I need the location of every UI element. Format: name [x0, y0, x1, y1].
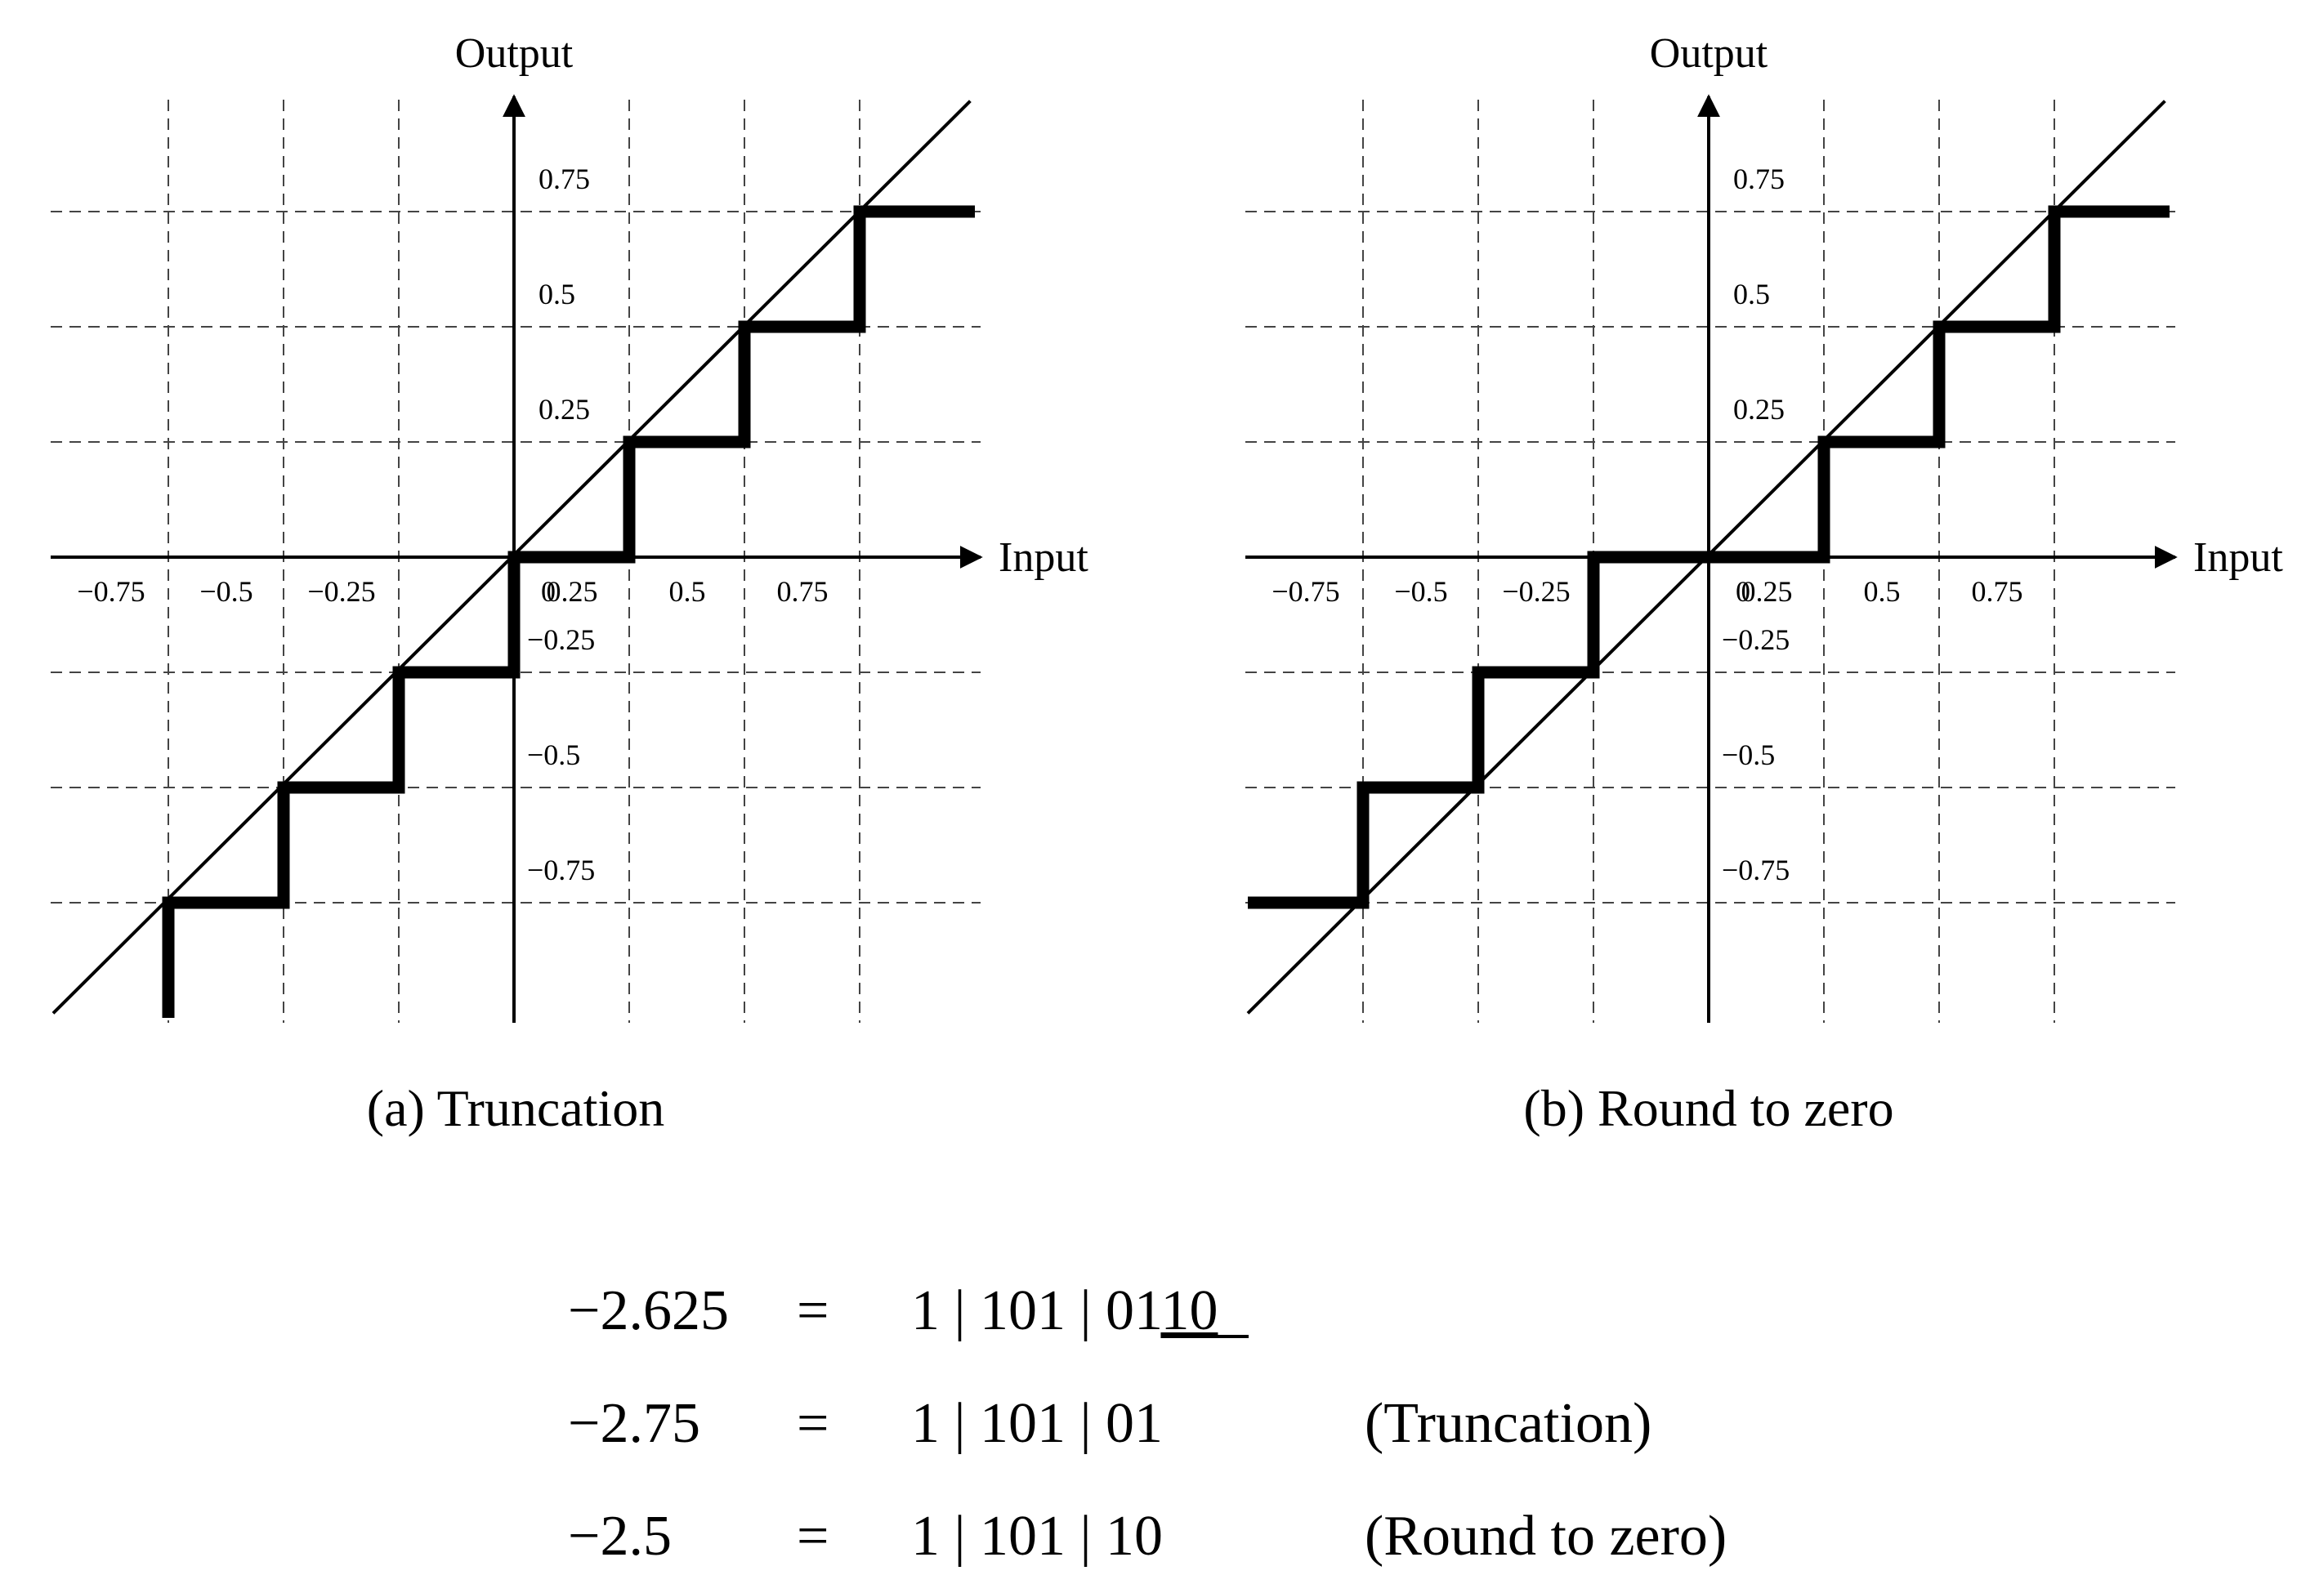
equation-1-rhs-underlined: 10: [1160, 1279, 1218, 1342]
equation-row-3: −2.5 = 1 | 101 | 10 (Round to zero): [568, 1505, 1727, 1568]
equation-3-note: (Round to zero): [1365, 1505, 1727, 1568]
y-tick-label: −0.25: [1722, 623, 1790, 656]
truncation-plot: −0.75 −0.5 −0.25 00.25 0.5 0.750.750.50.25−0.…: [51, 30, 1088, 1137]
round-to-zero-plot: −0.75 −0.5 −0.25 00.25 0.5 0.750.750.50.25−0.…: [1245, 30, 2283, 1137]
equation-1-rhs: 1 | 101 | 0110: [911, 1279, 1218, 1342]
equation-1-lhs: −2.625: [568, 1279, 729, 1342]
x-tick-label: 0.25: [1741, 575, 1793, 608]
y-tick-label: 0.5: [1733, 278, 1770, 310]
y-tick-label: −0.75: [527, 854, 595, 886]
x-tick-label: 0.5: [669, 575, 706, 608]
x-axis-label: Input: [2193, 534, 2283, 581]
x-tick-label: −0.5: [199, 575, 253, 608]
y-tick-label: 0.75: [1733, 163, 1785, 195]
equation-1-equals: =: [797, 1279, 829, 1342]
x-tick-label: −0.25: [307, 575, 375, 608]
equation-3-rhs: 1 | 101 | 10: [911, 1505, 1163, 1568]
x-tick-label: −0.75: [77, 575, 145, 608]
y-tick-label: −0.75: [1722, 854, 1790, 886]
equation-2-equals: =: [797, 1392, 829, 1455]
chart-caption: (a) Truncation: [367, 1079, 664, 1137]
y-tick-label: 0.25: [1733, 393, 1785, 426]
x-tick-label: 0.75: [1972, 575, 2023, 608]
y-tick-label: −0.5: [1722, 738, 1775, 771]
equation-2-lhs: −2.75: [568, 1392, 700, 1455]
y-tick-label: −0.25: [527, 623, 595, 656]
x-tick-label: 0.75: [777, 575, 829, 608]
y-tick-label: −0.5: [527, 738, 580, 771]
x-tick-label: −0.75: [1271, 575, 1339, 608]
equation-1-rhs-main: 1 | 101 | 01: [911, 1279, 1160, 1342]
x-tick-label: 0.25: [547, 575, 598, 608]
quantization-staircase: [1248, 205, 2170, 909]
y-tick-label: 0.25: [539, 393, 590, 426]
y-tick-label: 0.5: [539, 278, 575, 310]
quantization-staircase: [162, 205, 975, 1018]
x-axis-label: Input: [999, 534, 1088, 581]
y-axis-label: Output: [1650, 30, 1768, 77]
x-tick-label: −0.5: [1394, 575, 1447, 608]
equation-3-equals: =: [797, 1505, 829, 1568]
x-tick-label: 0: [541, 575, 556, 608]
equation-row-2: −2.75 = 1 | 101 | 01 (Truncation): [568, 1392, 1651, 1455]
x-tick-label: −0.25: [1502, 575, 1570, 608]
y-tick-label: 0.75: [539, 163, 590, 195]
equation-2-rhs: 1 | 101 | 01: [911, 1392, 1163, 1455]
y-axis-label: Output: [455, 30, 574, 77]
equation-3-lhs: −2.5: [568, 1505, 672, 1568]
equation-row-1: −2.625 = 1 | 101 | 0110: [568, 1279, 1249, 1342]
equation-2-note: (Truncation): [1365, 1392, 1651, 1455]
x-tick-label: 0.5: [1864, 575, 1901, 608]
x-tick-label: 0: [1736, 575, 1750, 608]
chart-caption: (b) Round to zero: [1523, 1079, 1893, 1137]
